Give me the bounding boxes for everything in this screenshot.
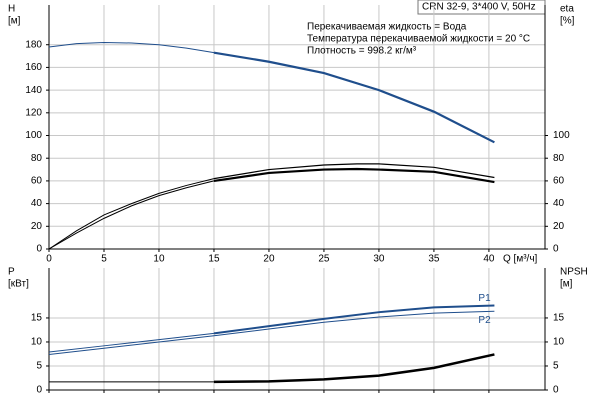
series-line <box>48 178 215 250</box>
y2-tick-label: 15 <box>553 313 565 324</box>
chart-title: CRN 32-9, 3*400 V, 50Hz <box>422 2 536 13</box>
y2-axis-label: [%] <box>560 16 575 27</box>
y-axis-label: [кВт] <box>8 279 29 290</box>
x-tick-label: 5 <box>101 254 107 265</box>
y-tick-label: 0 <box>36 385 42 396</box>
y-tick-label: 60 <box>31 176 43 187</box>
series-line <box>48 180 215 250</box>
y2-tick-label: 20 <box>553 221 565 232</box>
y-tick-label: 120 <box>25 107 42 118</box>
x-tick-label: 10 <box>153 254 165 265</box>
y2-tick-label: 80 <box>553 153 565 164</box>
series-line <box>213 353 495 384</box>
series-line <box>213 163 495 180</box>
x-tick-label: 20 <box>263 254 275 265</box>
y-tick-label: 5 <box>36 361 42 372</box>
x-tick-label: 35 <box>428 254 440 265</box>
x-axis-label: Q [м³/ч] <box>503 254 538 265</box>
y-tick-label: 0 <box>36 244 42 255</box>
y-tick-label: 160 <box>25 62 42 73</box>
y2-tick-label: 0 <box>553 244 559 255</box>
y-tick-label: 20 <box>31 221 43 232</box>
x-tick-label: 30 <box>373 254 385 265</box>
y-tick-label: 40 <box>31 198 43 209</box>
y-tick-label: 100 <box>25 130 42 141</box>
y2-tick-label: 100 <box>553 130 570 141</box>
y-axis-label: H <box>8 4 15 15</box>
annotation: Перекачиваемая жидкость = Вода <box>307 22 467 33</box>
series-line <box>213 51 495 144</box>
series-label: P2 <box>478 315 491 326</box>
series-line <box>213 167 495 184</box>
y-tick-label: 80 <box>31 153 43 164</box>
x-tick-label: 15 <box>208 254 220 265</box>
series-label: P1 <box>478 293 491 304</box>
series-line <box>213 304 495 335</box>
series-line <box>48 332 215 353</box>
x-tick-label: 40 <box>483 254 495 265</box>
y-axis-label: [м] <box>8 16 21 27</box>
y2-tick-label: 0 <box>553 385 559 396</box>
x-tick-label: 25 <box>318 254 330 265</box>
y2-tick-label: 10 <box>553 337 565 348</box>
y2-axis-label: eta <box>560 4 574 15</box>
annotation: Плотность = 998.2 кг/м³ <box>307 46 417 57</box>
series-line <box>48 41 215 54</box>
y2-tick-label: 40 <box>553 198 565 209</box>
y2-axis-label: [м] <box>560 279 573 290</box>
y-tick-label: 10 <box>31 337 43 348</box>
y-axis-label: P <box>8 267 15 278</box>
y-tick-label: 15 <box>31 313 43 324</box>
y2-tick-label: 5 <box>553 361 559 372</box>
annotation: Температура перекачиваемой жидкости = 20… <box>307 34 530 45</box>
y-tick-label: 180 <box>25 39 42 50</box>
y2-tick-label: 60 <box>553 176 565 187</box>
y2-axis-label: NPSH <box>560 267 588 278</box>
y-tick-label: 140 <box>25 85 42 96</box>
x-tick-label: 0 <box>46 254 52 265</box>
series-line <box>48 310 495 355</box>
